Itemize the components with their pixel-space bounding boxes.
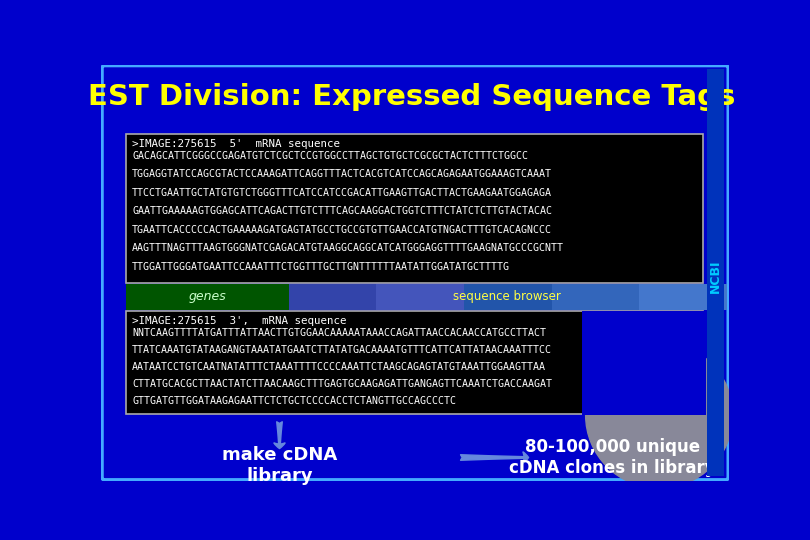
Bar: [377, 284, 464, 309]
FancyBboxPatch shape: [102, 65, 728, 480]
Text: >IMAGE:275615  3',  mRNA sequence: >IMAGE:275615 3', mRNA sequence: [132, 316, 347, 326]
Text: GTTGATGTTGGATAAGAGAATTCTCTGCTCCCCACCTCTANGTTGCCAGCCCTC: GTTGATGTTGGATAAGAGAATTCTCTGCTCCCCACCTCTA…: [132, 395, 456, 406]
Bar: [639, 284, 727, 309]
Text: sequence browser: sequence browser: [454, 291, 561, 303]
Bar: [582, 311, 706, 415]
Text: CTTATGCACGCTTAACTATCTTAACAAGCTTTGAGTGCAAGAGATTGANGAGTTCAAATCTGACCAAGAT: CTTATGCACGCTTAACTATCTTAACAAGCTTTGAGTGCAA…: [132, 379, 552, 389]
Text: make cDNA
library: make cDNA library: [222, 446, 337, 484]
Bar: [707, 70, 724, 476]
Circle shape: [586, 342, 733, 488]
Bar: [126, 284, 289, 309]
Bar: [464, 284, 552, 309]
Text: >IMAGE:275615  5'  mRNA sequence: >IMAGE:275615 5' mRNA sequence: [132, 139, 340, 149]
Bar: [289, 284, 377, 309]
Text: TTGGATTGGGATGAATTCCAAATTTCTGGTTTGCTTGNTTTTTTAATATTGGATATGCTTTTG: TTGGATTGGGATGAATTCCAAATTTCTGGTTTGCTTGNTT…: [132, 261, 510, 272]
Text: EST Division: Expressed Sequence Tags: EST Division: Expressed Sequence Tags: [87, 83, 735, 111]
Bar: [552, 284, 639, 309]
Text: TTATCAAATGTATAAGANGTAAATATGAATCTTATATGACAAAATGTTTCATTCATTATAACAAATTTCC: TTATCAAATGTATAAGANGTAAATATGAATCTTATATGAC…: [132, 345, 552, 355]
Text: genes: genes: [189, 291, 226, 303]
Text: NNTCAAGTTTTATGATTTATTAACTTGTGGAACAAAAATAAACCAGATTAACCACAACCATGCCTTACT: NNTCAAGTTTTATGATTTATTAACTTGTGGAACAAAAATA…: [132, 328, 546, 338]
Text: TGGAGGTATCCAGCGTACTCCAAAGATTCAGGTTTACTCACGTCATCCAGCAGAGAATGGAAAGTCAAAT: TGGAGGTATCCAGCGTACTCCAAAGATTCAGGTTTACTCA…: [132, 169, 552, 179]
Text: GAATTGAAAAAGTGGAGCATTCAGACTTGTCTTTCAGCAAGGACTGGTCTTTCTATCTCTTGTACTACAC: GAATTGAAAAAGTGGAGCATTCAGACTTGTCTTTCAGCAA…: [132, 206, 552, 216]
Text: 80-100,000 unique
cDNA clones in library: 80-100,000 unique cDNA clones in library: [509, 438, 716, 477]
Bar: [126, 311, 703, 414]
Bar: [126, 134, 703, 283]
Text: AATAATCCTGTCAATNATATTTCTAAATTTTCCCCAAATTCTAAGCAGAGTATGTAAATTGGAAGTTAA: AATAATCCTGTCAATNATATTTCTAAATTTTCCCCAAATT…: [132, 362, 546, 372]
Text: AAGTTTNAGTTTAAGTGGGNATCGAGACATGTAAGGCAGGCATCATGGGAGGTTTTGAAGNATGCCCGCNTT: AAGTTTNAGTTTAAGTGGGNATCGAGACATGTAAGGCAGG…: [132, 243, 565, 253]
Text: NCBI: NCBI: [710, 260, 723, 293]
Text: TGAATTCACCCCCACTGAAAAAGATGAGTATGCCTGCCGTGTTGAACCATGTNGACTTTGTCACAGNCCC: TGAATTCACCCCCACTGAAAAAGATGAGTATGCCTGCCGT…: [132, 225, 552, 234]
Text: GACAGCATTCGGGCCGAGATGTCTCGCTCCGTGGCCTTAGCTGTGCTCGCGCTACTCTTTCTGGCC: GACAGCATTCGGGCCGAGATGTCTCGCTCCGTGGCCTTAG…: [132, 151, 528, 161]
Text: TTCCTGAATTGCTATGTGTCTGGGTTTCATCCATCCGACATTGAAGTTGACTTACTGAAGAATGGAGAGA: TTCCTGAATTGCTATGTGTCTGGGTTTCATCCATCCGACA…: [132, 187, 552, 198]
